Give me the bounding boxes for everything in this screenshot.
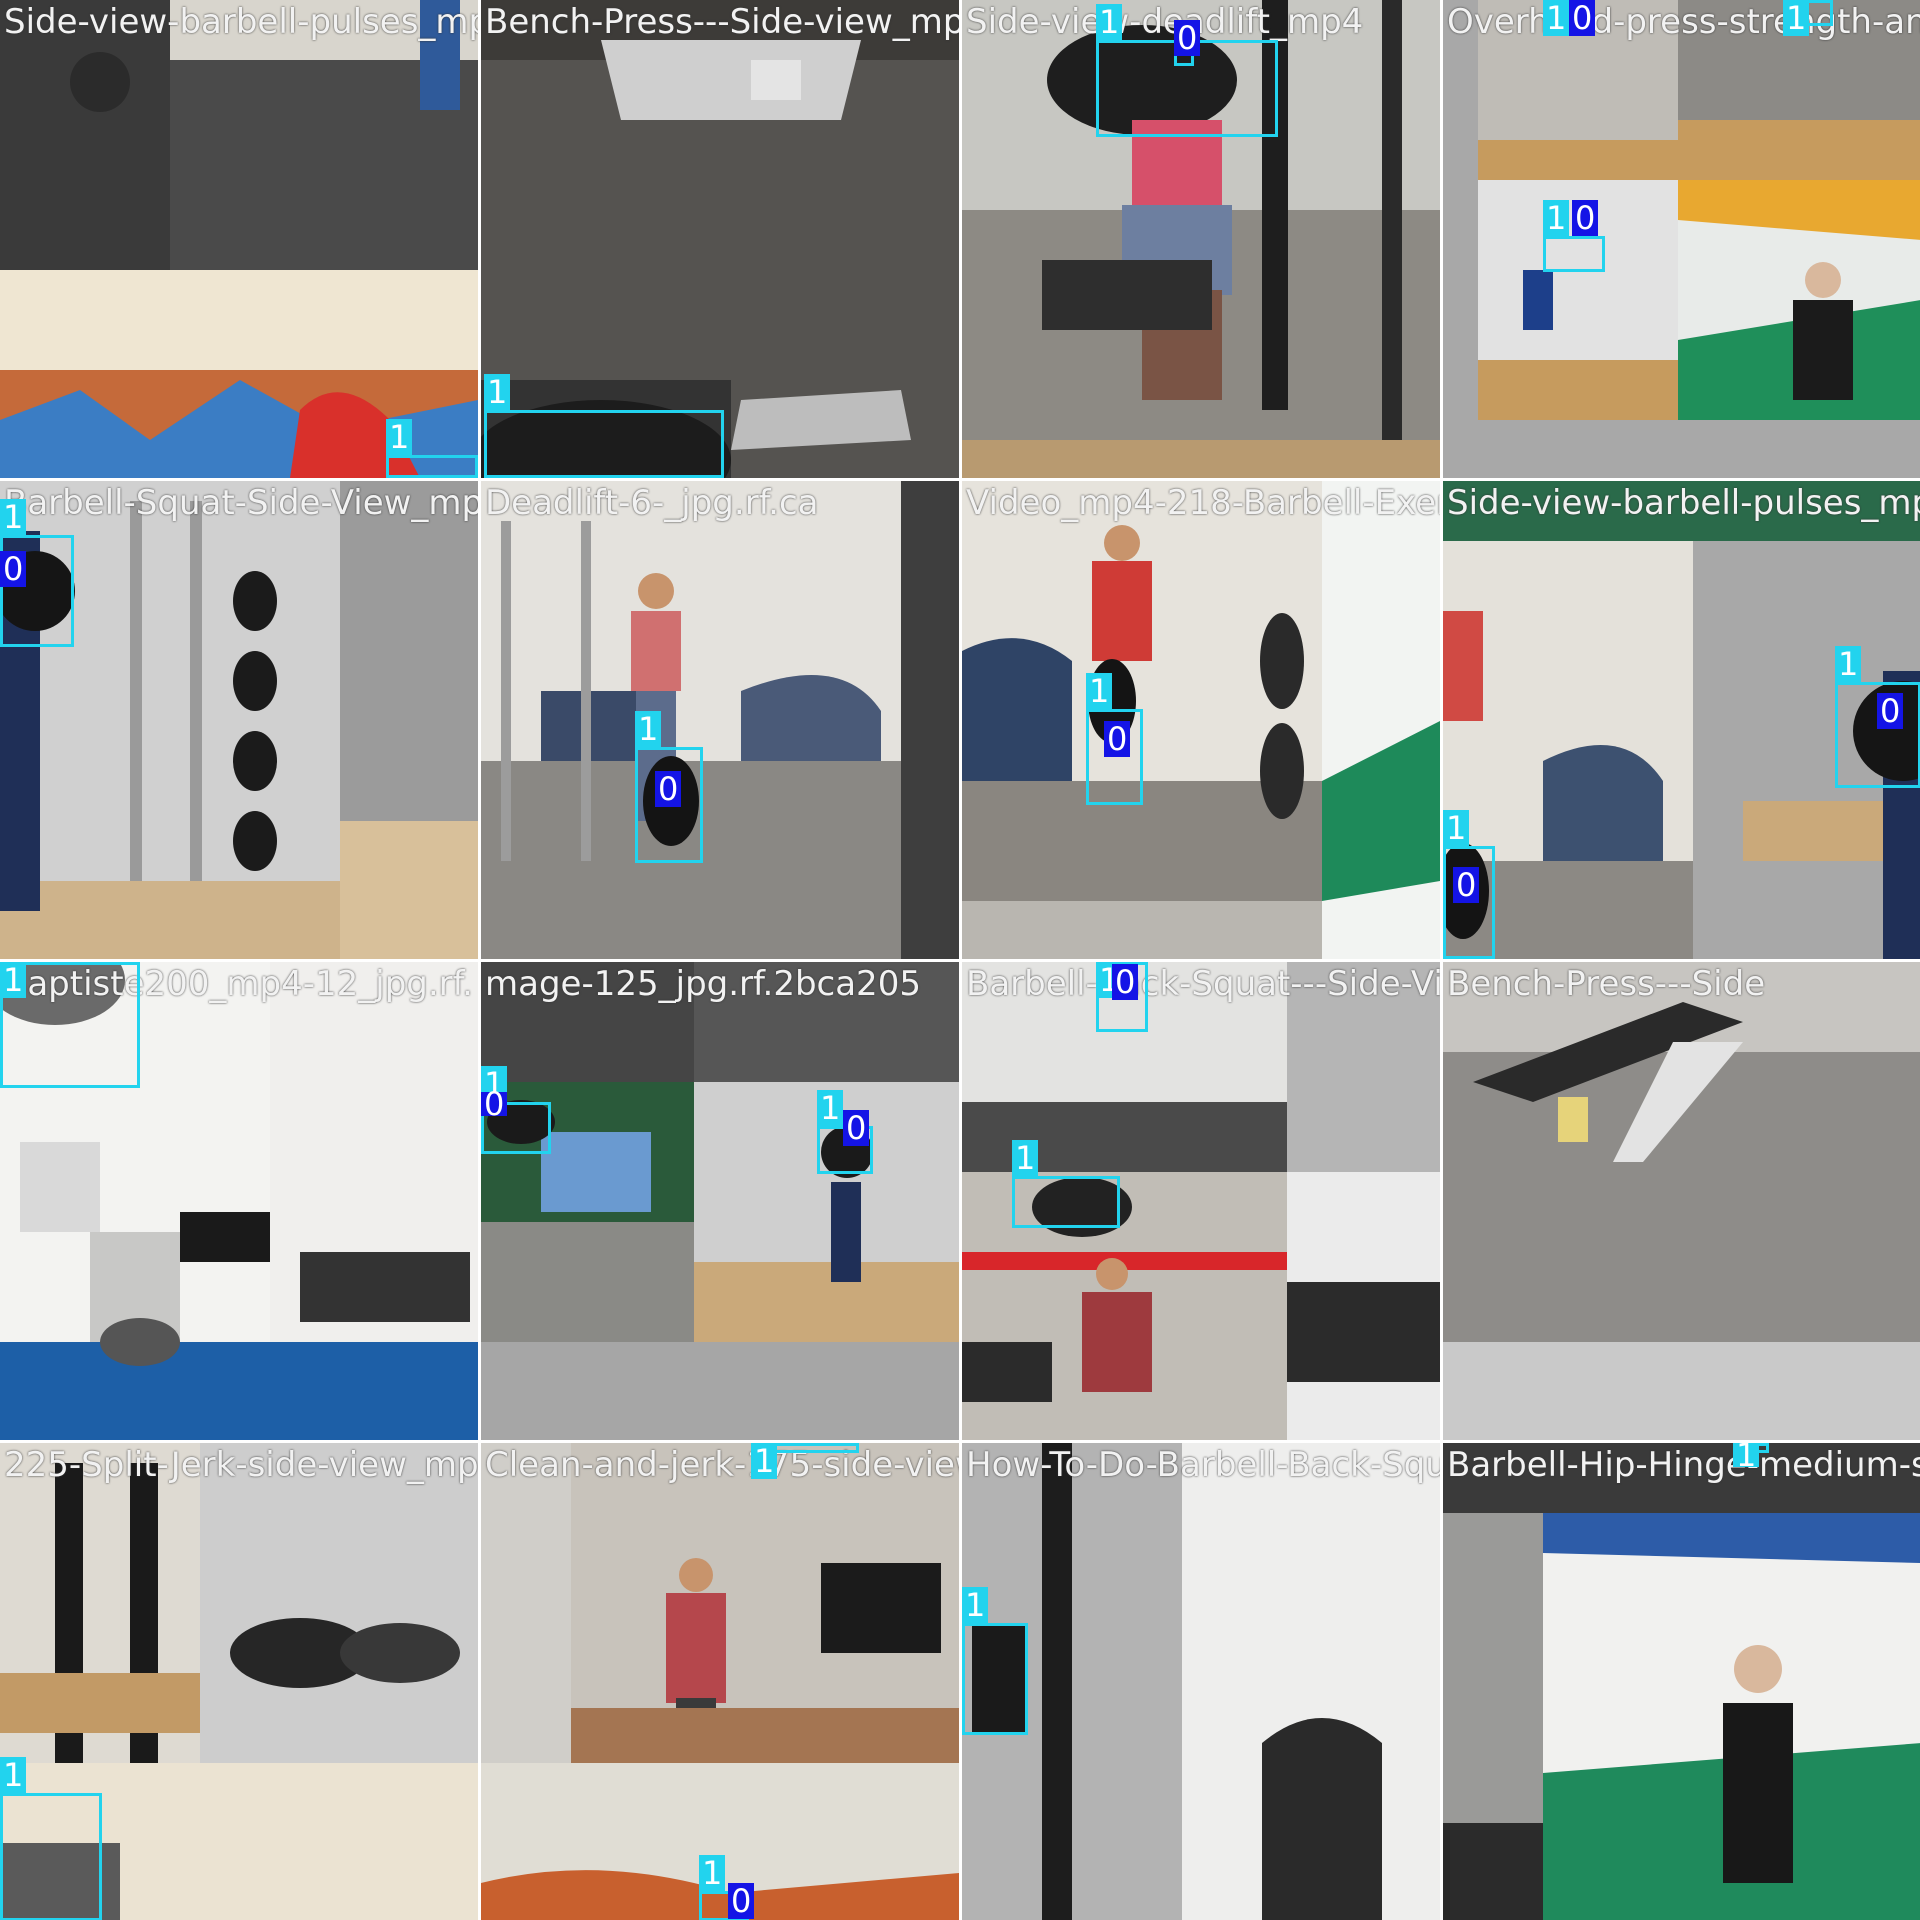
mosaic-tile: Bench-Press---Side (1443, 962, 1920, 1440)
tile-scene (962, 1443, 1440, 1920)
tile-label: Side-view-barbell-pulses_mp4-9_jpg.rf.80 (4, 2, 478, 42)
class-tag: 1 (1086, 673, 1113, 709)
mosaic-tile: Barbell-Back-Squat---Side-View 1 0 1 (962, 962, 1440, 1440)
tile-scene (1443, 962, 1920, 1440)
tile-label: Barbell-Back-Squat---Side-View (966, 964, 1440, 1004)
bbox (962, 1623, 1028, 1735)
mosaic-tile: Side-view-barbell-pulses_mp 1 0 1 0 (1443, 481, 1920, 959)
mosaic-tile: Side-view-barbell-pulses_mp4-9_jpg.rf.80… (0, 0, 478, 478)
tile-label: Overhead-press-strength-and (1447, 2, 1920, 42)
tile-label: Bench-Press---Side-view_mp4-2_jpg (485, 2, 959, 42)
tile-label: Deadlift-6-_jpg.rf.ca (485, 483, 819, 523)
class-tag: 0 (655, 771, 682, 807)
tile-label: Clean-and-jerk-175-side-view_mp4 (485, 1445, 959, 1485)
tile-scene (481, 962, 959, 1440)
tile-scene (481, 481, 959, 959)
tile-scene (0, 0, 478, 478)
bbox (635, 747, 703, 863)
class-tag: 1 (1543, 200, 1570, 236)
class-tag: 1 (1443, 810, 1470, 846)
class-tag: 0 (1104, 721, 1131, 757)
class-tag: 0 (1569, 0, 1596, 36)
mosaic-tile: 225-Split-Jerk-side-view_mp4 1 (0, 1443, 478, 1920)
bbox (0, 535, 74, 647)
class-tag: 1 (484, 374, 511, 410)
bbox (1543, 236, 1605, 272)
class-tag: 0 (1572, 200, 1599, 236)
tile-scene (1443, 1443, 1920, 1920)
class-tag: 1 (962, 1587, 989, 1623)
tile-scene (481, 1443, 959, 1920)
class-tag: 1 (1835, 646, 1862, 682)
tile-label: How-To-Do-Barbell-Back-Squat (966, 1445, 1440, 1485)
mosaic-tile: Barbell-Hip-Hinge-medium-s 1 (1443, 1443, 1920, 1920)
bbox (0, 1793, 102, 1920)
tile-scene (0, 962, 478, 1440)
class-tag: 0 (1112, 964, 1139, 1000)
class-tag: 1 (1012, 1140, 1039, 1176)
bbox (1012, 1176, 1120, 1228)
bbox (386, 455, 478, 478)
bbox (1443, 846, 1495, 959)
tile-label: 225-Split-Jerk-side-view_mp4 (4, 1445, 478, 1485)
tile-scene (1443, 0, 1920, 478)
mosaic-tile: Video_mp4-218-Barbell-Exercises 1 0 (962, 481, 1440, 959)
class-tag: 1 (0, 962, 27, 998)
mosaic-tile: Deadlift-6-_jpg.rf.ca 1 0 (481, 481, 959, 959)
bbox (484, 410, 724, 478)
tile-label: mage-125_jpg.rf.2bca205 (485, 964, 921, 1004)
tile-label: Barbell-Hip-Hinge-medium-s (1447, 1445, 1920, 1485)
class-tag: 1 (386, 419, 413, 455)
tile-label: Bench-Press---Side (1447, 964, 1766, 1004)
bbox (1086, 709, 1143, 805)
tile-scene (0, 1443, 478, 1920)
class-tag: 1 (1096, 4, 1123, 40)
class-tag: 1 (1783, 0, 1810, 36)
bbox (1835, 682, 1920, 788)
tile-label: Baptiste200_mp4-12_jpg.rf. (4, 964, 473, 1004)
tile-scene (481, 0, 959, 478)
class-tag: 0 (1877, 693, 1904, 729)
tile-scene (1443, 481, 1920, 959)
mosaic-tile: Baptiste200_mp4-12_jpg.rf. 1 (0, 962, 478, 1440)
tile-label: Side-view-deadlift_mp4 (966, 2, 1364, 42)
bbox (481, 1102, 551, 1154)
tile-scene (962, 962, 1440, 1440)
bbox (0, 962, 140, 1088)
class-tag: 1 (1733, 1443, 1760, 1471)
mosaic-tile: How-To-Do-Barbell-Back-Squat 1 (962, 1443, 1440, 1920)
class-tag: 1 (699, 1855, 726, 1891)
class-tag: 0 (481, 1088, 508, 1120)
class-tag: 0 (843, 1110, 870, 1146)
class-tag: 1 (0, 499, 27, 535)
class-tag: 0 (1453, 867, 1480, 903)
tile-scene (962, 481, 1440, 959)
tile-label: Barbell-Squat-Side-View_mp4 (4, 483, 478, 523)
tile-label: Side-view-barbell-pulses_mp (1447, 483, 1920, 523)
class-tag: 1 (817, 1090, 844, 1126)
class-tag: 1 (0, 1757, 27, 1793)
mosaic-tile: Barbell-Squat-Side-View_mp4 1 0 (0, 481, 478, 959)
class-tag: 1 (635, 711, 662, 747)
mosaic-tile: Overhead-press-strength-and 1 0 1 1 0 (1443, 0, 1920, 478)
class-tag: 0 (0, 551, 27, 587)
class-tag: 1 (751, 1443, 778, 1479)
tile-label: Video_mp4-218-Barbell-Exercises (966, 483, 1440, 523)
class-tag: 0 (728, 1883, 755, 1919)
mosaic-tile: Bench-Press---Side-view_mp4-2_jpg 1 (481, 0, 959, 478)
mosaic-tile: Clean-and-jerk-175-side-view_mp4 1 1 0 (481, 1443, 959, 1920)
class-tag: 1 (1543, 0, 1570, 36)
tile-scene (0, 481, 478, 959)
mosaic-tile: Side-view-deadlift_mp4 1 0 (962, 0, 1440, 478)
class-tag: 0 (1174, 20, 1201, 56)
mosaic-tile: mage-125_jpg.rf.2bca205 1 0 1 0 (481, 962, 959, 1440)
